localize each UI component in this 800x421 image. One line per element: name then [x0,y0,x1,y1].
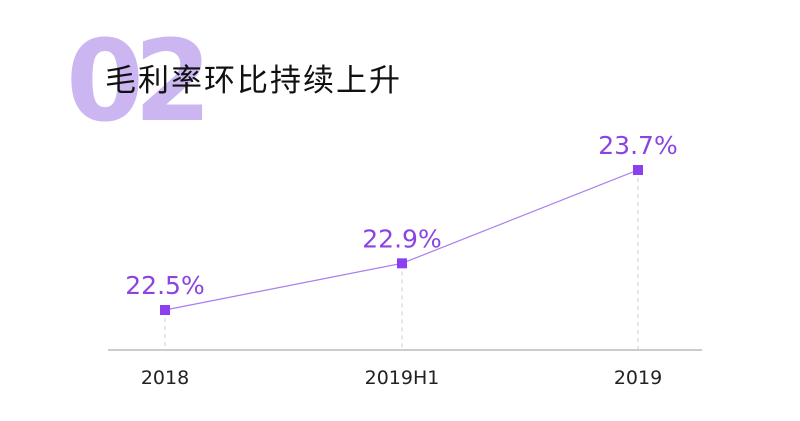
data-point-marker [160,305,170,315]
data-label: 23.7% [598,131,677,160]
x-tick-label: 2018 [141,367,189,389]
x-tick-label: 2019 [614,367,662,389]
data-point-marker [397,258,407,269]
chart-title: 毛利率环比持续上升 [105,63,402,99]
data-point-marker [633,165,643,175]
section-number: 02 [66,17,212,147]
x-tick-label: 2019H1 [365,367,440,389]
data-label: 22.9% [362,224,441,253]
data-label: 22.5% [125,271,204,300]
